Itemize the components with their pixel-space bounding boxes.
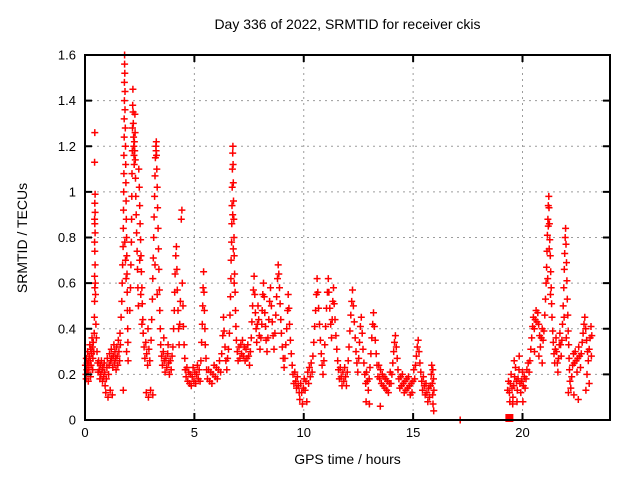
svg-text:0: 0	[69, 413, 76, 428]
svg-text:0: 0	[81, 425, 88, 440]
svg-text:0.2: 0.2	[58, 367, 76, 382]
svg-text:1: 1	[69, 184, 76, 199]
svg-text:10: 10	[297, 425, 311, 440]
svg-text:0.4: 0.4	[58, 321, 76, 336]
chart-title: Day 336 of 2022, SRMTID for receiver cki…	[214, 16, 481, 32]
svg-text:1.6: 1.6	[58, 48, 76, 63]
svg-text:0.8: 0.8	[58, 230, 76, 245]
gridlines	[85, 55, 610, 420]
svg-text:0.6: 0.6	[58, 276, 76, 291]
svg-text:20: 20	[515, 425, 529, 440]
svg-text:5: 5	[191, 425, 198, 440]
x-axis-label: GPS time / hours	[294, 451, 401, 467]
tick-labels: 0 5 10 15 20 0 0.2 0.4 0.6 0.8 1 1.2 1.4 1.6	[58, 48, 530, 441]
svg-text:1.2: 1.2	[58, 139, 76, 154]
axes	[84, 54, 611, 421]
svg-text:15: 15	[406, 425, 420, 440]
svg-text:1.4: 1.4	[58, 93, 76, 108]
